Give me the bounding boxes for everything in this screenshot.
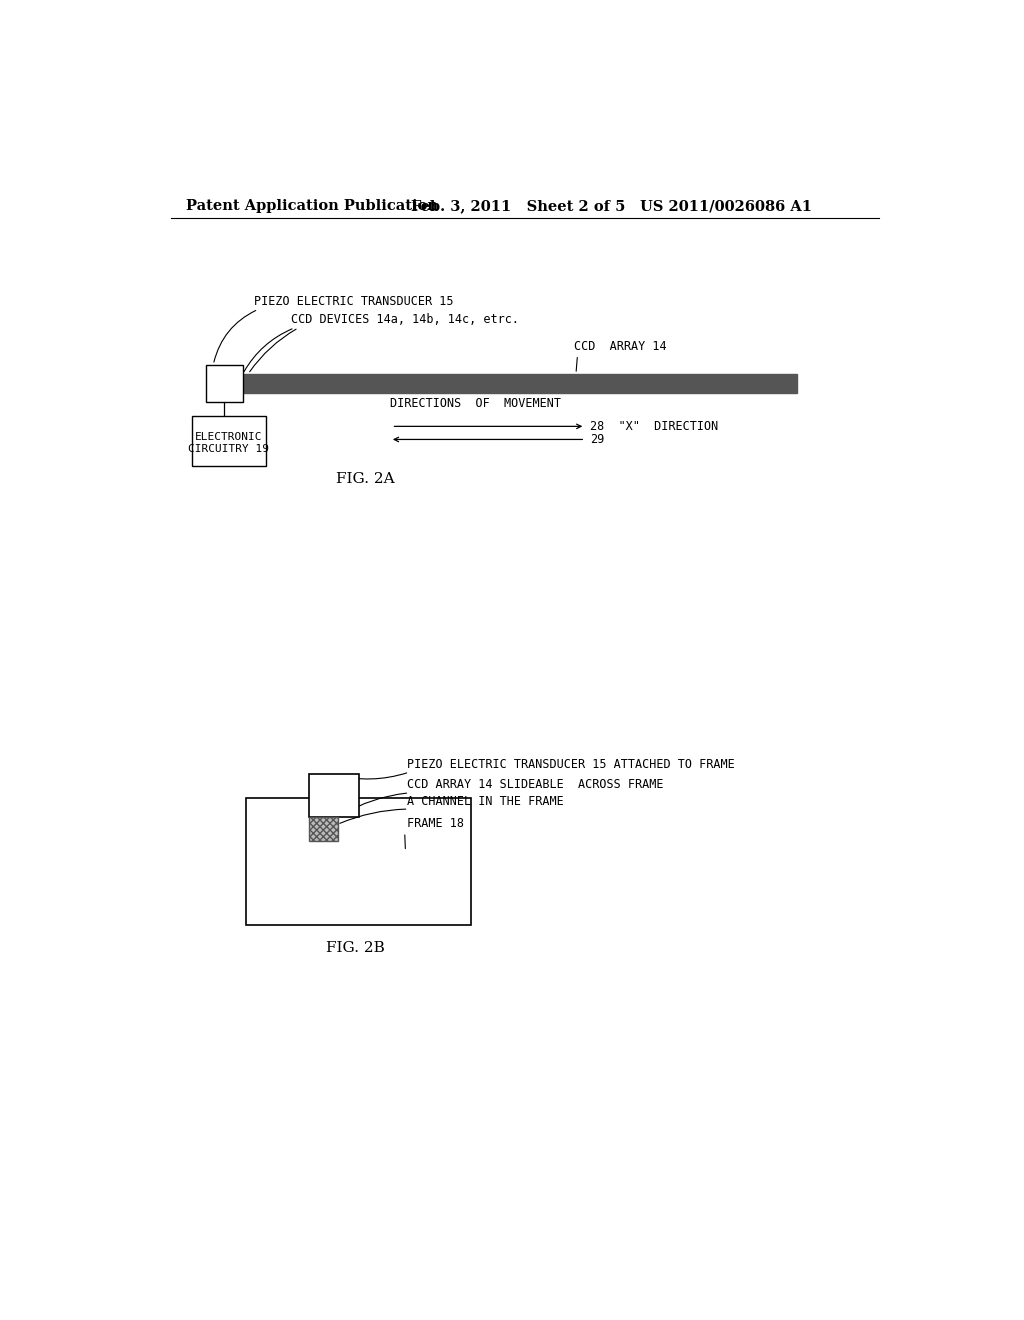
- Text: PIEZO ELECTRIC TRANSDUCER 15 ATTACHED TO FRAME: PIEZO ELECTRIC TRANSDUCER 15 ATTACHED TO…: [407, 758, 735, 771]
- Text: ELECTRONIC
CIRCUITRY 19: ELECTRONIC CIRCUITRY 19: [188, 432, 269, 454]
- Text: FIG. 2A: FIG. 2A: [336, 471, 394, 486]
- Bar: [193, 416, 266, 466]
- Text: 29: 29: [590, 433, 604, 446]
- Text: Feb. 3, 2011   Sheet 2 of 5: Feb. 3, 2011 Sheet 2 of 5: [411, 199, 626, 213]
- Bar: [206, 364, 243, 401]
- Text: FRAME 18: FRAME 18: [407, 817, 464, 830]
- Text: PIEZO ELECTRIC TRANSDUCER 15: PIEZO ELECTRIC TRANSDUCER 15: [254, 294, 453, 308]
- Text: US 2011/0026086 A1: US 2011/0026086 A1: [640, 199, 811, 213]
- Text: 28  "X"  DIRECTION: 28 "X" DIRECTION: [590, 420, 718, 433]
- Text: CCD ARRAY 14 SLIDEABLE  ACROSS FRAME: CCD ARRAY 14 SLIDEABLE ACROSS FRAME: [407, 779, 664, 792]
- Text: CCD  ARRAY 14: CCD ARRAY 14: [573, 341, 667, 354]
- Text: FIG. 2B: FIG. 2B: [326, 941, 384, 956]
- Bar: [246, 797, 471, 924]
- Bar: [308, 817, 338, 841]
- Text: A CHANNEL IN THE FRAME: A CHANNEL IN THE FRAME: [407, 795, 564, 808]
- Text: Patent Application Publication: Patent Application Publication: [186, 199, 438, 213]
- Text: DIRECTIONS  OF  MOVEMENT: DIRECTIONS OF MOVEMENT: [390, 397, 561, 411]
- Text: CCD DEVICES 14a, 14b, 14c, etrc.: CCD DEVICES 14a, 14b, 14c, etrc.: [291, 313, 519, 326]
- Bar: [308, 775, 359, 817]
- Bar: [239, 374, 797, 393]
